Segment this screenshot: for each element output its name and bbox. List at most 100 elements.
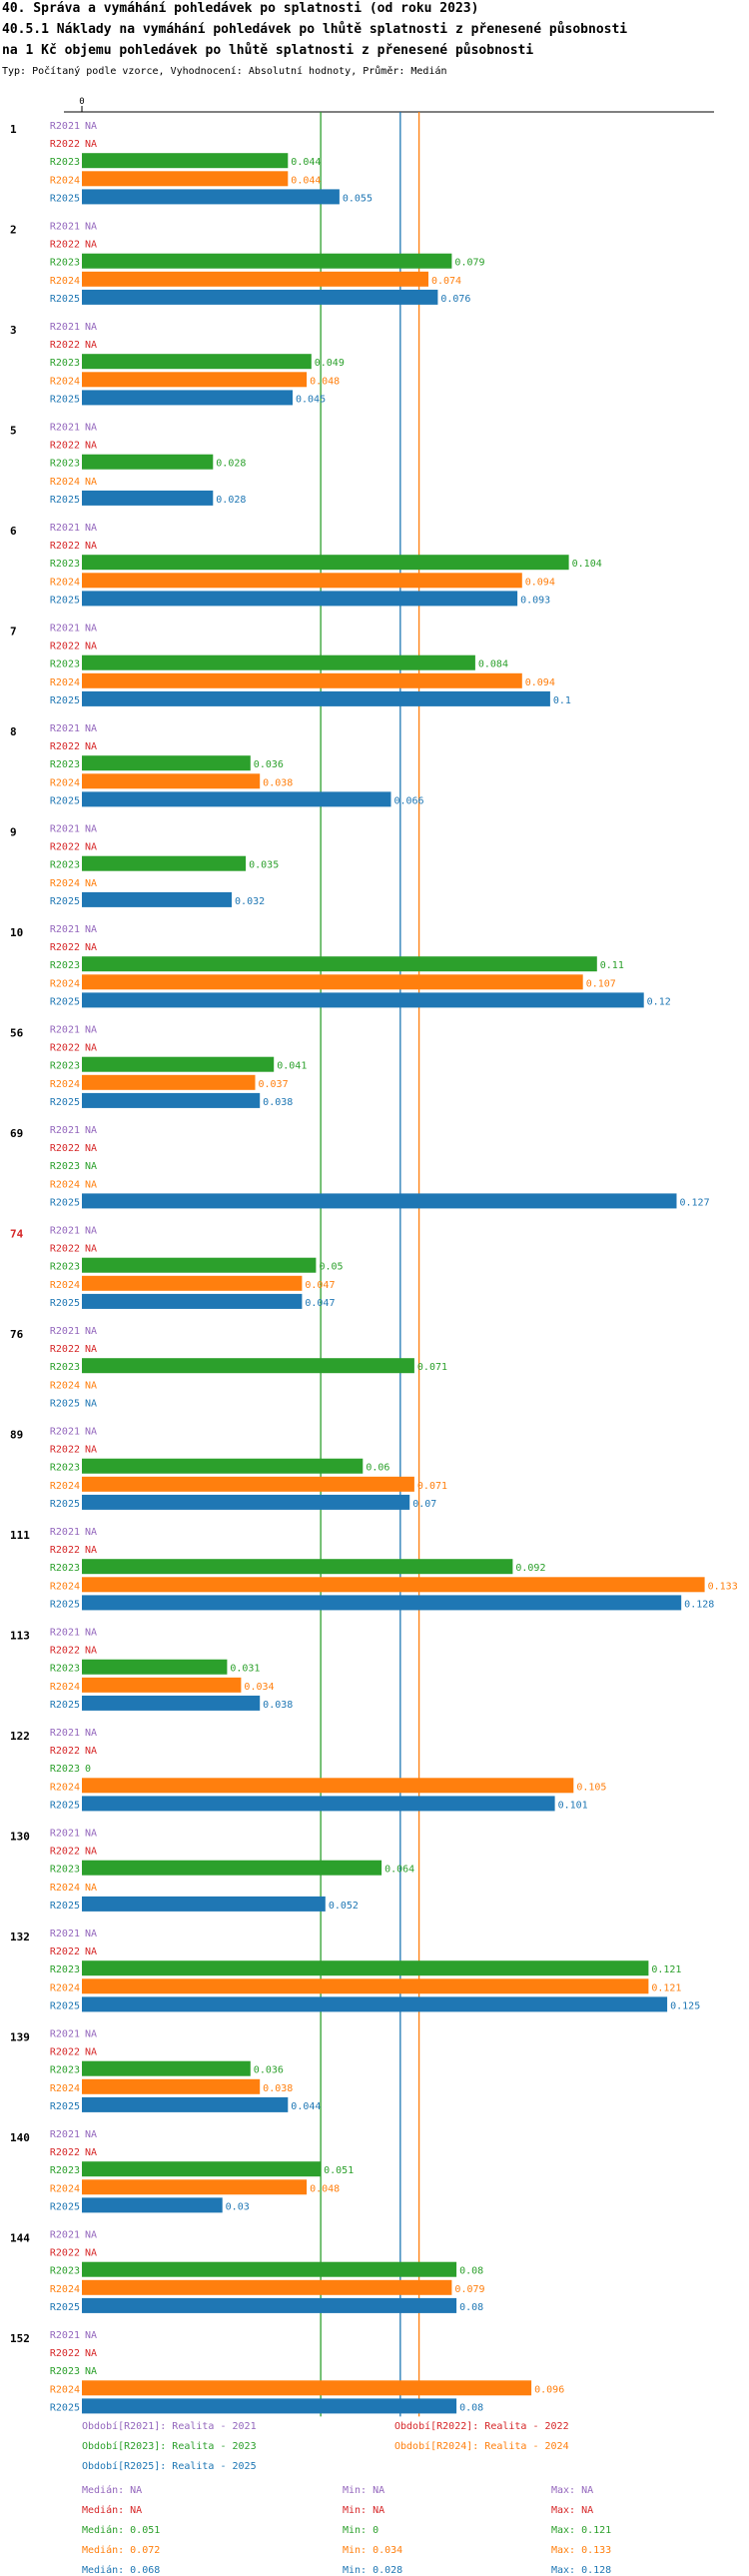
series-label: R2025 [50,394,80,405]
series-label: R2024 [50,1982,80,1993]
series-label: R2024 [50,1883,80,1894]
series-label: R2021 [50,1326,80,1337]
bar [82,591,518,607]
value-label: 0.038 [263,1097,293,1108]
series-label: R2025 [50,1700,80,1711]
series-label: R2025 [50,1499,80,1510]
value-label: NA [85,1746,97,1757]
bar [82,1358,414,1374]
series-label: R2024 [50,1682,80,1693]
series-label: R2022 [50,240,80,251]
bar [82,372,308,388]
group-label: 130 [10,1831,30,1844]
series-label: R2021 [50,1829,80,1840]
series-label: R2025 [50,695,80,706]
series-label: R2024 [50,878,80,889]
group-label: 3 [10,324,17,337]
value-label: 0.041 [277,1061,307,1072]
series-label: R2023 [50,1563,80,1574]
series-label: R2023 [50,2065,80,2076]
bar [82,791,391,807]
series-label: R2022 [50,1344,80,1355]
value-label: NA [85,2129,97,2140]
series-label: R2024 [50,2083,80,2094]
series-label: R2024 [50,2284,80,2295]
value-label: 0.044 [291,157,321,168]
group-label: 89 [10,1429,23,1442]
series-label: R2022 [50,1445,80,1456]
stat-median: Medián: 0.068 [82,2565,161,2576]
series-label: R2023 [50,1664,80,1675]
bar [82,1476,414,1492]
value-label: 0.07 [412,1499,436,1510]
bar [82,289,438,305]
series-label: R2022 [50,139,80,150]
value-label: 0.076 [440,294,470,305]
stat-max: Max: 0.128 [551,2565,612,2576]
series-label: R2025 [50,2402,80,2413]
bar [82,974,583,990]
group-label: 9 [10,826,17,839]
series-label: R2021 [50,723,80,734]
bar-chart: 0 1 R2021 NA R2022 NA R2023 0.044 R2024 0.044 R202… [10,97,738,2417]
value-label: NA [85,642,97,652]
value-label: NA [85,423,97,434]
series-label: R2022 [50,541,80,552]
value-label: NA [85,121,97,132]
value-label: NA [85,1043,97,1054]
series-label: R2023 [50,358,80,369]
series-label: R2022 [50,1646,80,1657]
group-label: 6 [10,525,17,538]
series-label: R2023 [50,860,80,871]
value-label: 0.038 [263,777,293,788]
value-label: NA [85,1427,97,1438]
series-label: R2024 [50,175,80,186]
series-label: R2022 [50,2147,80,2158]
series-label: R2024 [50,1280,80,1291]
value-label: NA [85,2147,97,2158]
value-label: NA [85,240,97,251]
value-label: 0.048 [310,2183,340,2194]
series-label: R2023 [50,1865,80,1876]
group-label: 132 [10,1931,30,1943]
value-label: 0.105 [576,1782,606,1793]
bar [82,1595,682,1611]
value-label: 0.047 [305,1298,335,1309]
value-label: 0.038 [263,2083,293,2094]
group-label: 56 [10,1027,24,1040]
stat-min: Min: 0.028 [343,2565,403,2576]
value-label: NA [85,1545,97,1556]
value-label: 0.044 [291,2101,321,2112]
bar [82,773,261,789]
value-label: 0.028 [216,459,246,470]
value-label: NA [85,1161,97,1172]
series-label: R2022 [50,1545,80,1556]
series-label: R2024 [50,1079,80,1090]
value-label: NA [85,1179,97,1190]
value-label: 0.084 [478,659,508,670]
bar [82,1960,649,1976]
series-label: R2021 [50,423,80,434]
chart-subtitle-indicator: 40.5.1 Náklady na vymáhání pohledávek po… [2,22,628,37]
group-label: 152 [10,2332,30,2345]
value-label: 0.038 [263,1700,293,1711]
series-label: R2024 [50,1380,80,1391]
value-label: 0.071 [417,1362,447,1373]
series-label: R2021 [50,322,80,333]
series-label: R2022 [50,1143,80,1154]
series-label: R2025 [50,1398,80,1409]
value-label: 0.08 [459,2266,483,2277]
bar [82,1577,705,1593]
series-label: R2025 [50,1097,80,1108]
value-label: 0.092 [515,1563,545,1574]
group-label: 74 [10,1228,24,1241]
series-label: R2021 [50,1427,80,1438]
series-label: R2024 [50,677,80,688]
value-label: 0.05 [319,1262,343,1273]
bar [82,1293,303,1309]
group-label: 7 [10,626,17,639]
value-label: NA [85,842,97,853]
value-label: 0.032 [235,896,265,907]
value-label: NA [85,2029,97,2040]
series-label: R2024 [50,1179,80,1190]
